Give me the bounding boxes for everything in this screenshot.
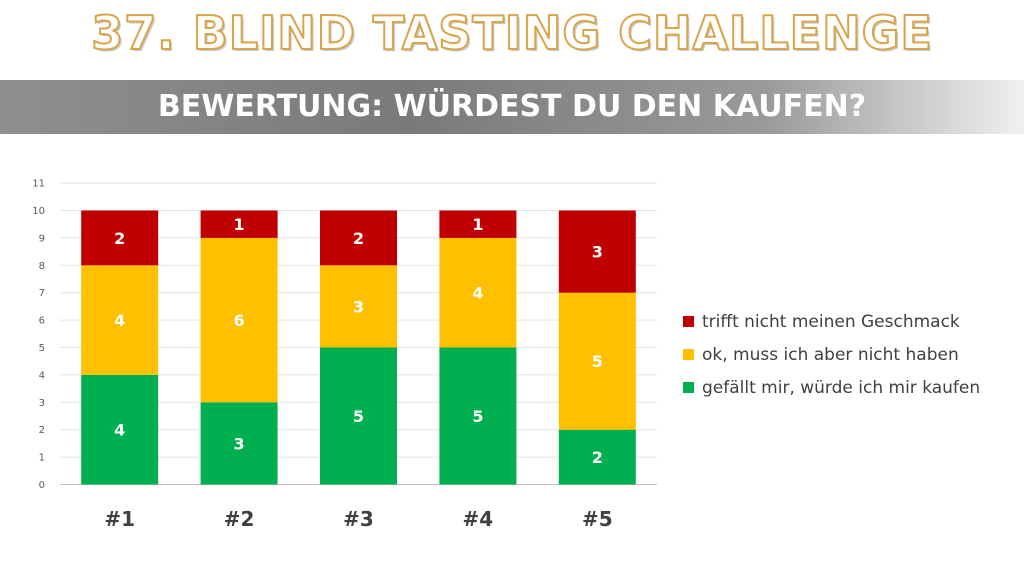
legend-label: ok, muss ich aber nicht haben xyxy=(702,344,959,365)
subtitle-banner xyxy=(0,80,1024,134)
y-tick-label: 3 xyxy=(39,398,45,409)
bar-segment xyxy=(81,374,159,485)
x-tick-label: #5 xyxy=(582,507,613,531)
data-label: 2 xyxy=(114,229,125,248)
y-tick-label: 5 xyxy=(39,343,45,354)
bar-segment xyxy=(81,265,159,375)
legend-label: trifft nicht meinen Geschmack xyxy=(702,311,960,332)
legend-swatch xyxy=(683,349,694,360)
x-tick-label: #1 xyxy=(104,507,135,531)
y-tick-label: 11 xyxy=(32,179,45,190)
main-title: 37. BLIND TASTING CHALLENGE xyxy=(90,5,933,61)
y-tick-label: 0 xyxy=(39,480,45,491)
bar-segment xyxy=(200,402,278,485)
bar-segment xyxy=(200,210,278,238)
y-tick-label: 7 xyxy=(39,288,45,299)
bar-segment xyxy=(439,210,517,238)
legend-item: ok, muss ich aber nicht haben xyxy=(683,338,980,371)
data-label: 4 xyxy=(472,284,483,303)
data-label: 2 xyxy=(353,229,364,248)
legend-label: gefällt mir, würde ich mir kaufen xyxy=(702,377,981,398)
legend-item: trifft nicht meinen Geschmack xyxy=(683,305,980,338)
x-tick-label: #4 xyxy=(463,507,494,531)
bar-segment xyxy=(558,292,636,430)
y-tick-label: 2 xyxy=(39,425,45,436)
data-label: 3 xyxy=(234,434,245,453)
chart-legend: trifft nicht meinen Geschmack ok, muss ic… xyxy=(683,305,980,404)
x-tick-label: #2 xyxy=(224,507,255,531)
data-label: 5 xyxy=(353,407,364,426)
legend-item: gefällt mir, würde ich mir kaufen xyxy=(683,371,980,404)
data-label: 5 xyxy=(592,352,603,371)
subtitle: BEWERTUNG: WÜRDEST DU DEN KAUFEN? xyxy=(157,89,867,124)
bar-segment xyxy=(320,210,397,266)
data-label: 1 xyxy=(472,215,483,234)
data-label: 6 xyxy=(234,311,245,330)
data-label: 1 xyxy=(234,215,245,234)
y-tick-label: 10 xyxy=(32,206,45,217)
bar-segment xyxy=(558,210,636,293)
bar-segment xyxy=(558,429,636,485)
data-label: 2 xyxy=(592,448,603,467)
data-label: 3 xyxy=(353,297,364,316)
y-tick-label: 1 xyxy=(39,453,45,464)
data-label: 5 xyxy=(472,407,483,426)
data-label: 3 xyxy=(592,243,603,262)
bar-segment xyxy=(320,347,397,485)
bar-segment xyxy=(439,237,517,348)
bar-segment xyxy=(320,265,397,348)
x-tick-label: #3 xyxy=(343,507,374,531)
bar-segment xyxy=(200,237,278,403)
bar-segment xyxy=(81,210,159,266)
y-tick-label: 4 xyxy=(39,370,45,381)
legend-swatch xyxy=(683,382,694,393)
data-label: 4 xyxy=(114,311,125,330)
y-tick-label: 8 xyxy=(39,261,45,272)
y-tick-label: 6 xyxy=(39,316,45,327)
y-tick-label: 9 xyxy=(39,233,45,244)
legend-swatch xyxy=(683,316,694,327)
data-label: 4 xyxy=(114,421,125,440)
bar-segment xyxy=(439,347,517,485)
